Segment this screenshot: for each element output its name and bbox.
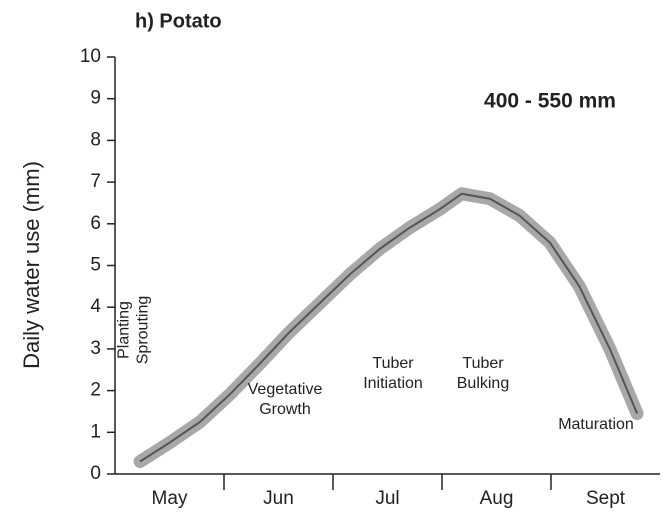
chart-title: h) Potato	[135, 10, 222, 32]
annotation: Sprouting	[135, 296, 152, 365]
annotation: Tuber	[372, 355, 414, 372]
y-tick-label: 1	[90, 421, 101, 442]
y-tick-label: 8	[90, 129, 101, 150]
y-tick-label: 0	[90, 463, 101, 484]
x-tick-label: Jun	[263, 488, 294, 509]
y-axis-label: Daily water use (mm)	[19, 161, 44, 369]
y-tick-label: 7	[90, 171, 101, 192]
annotation: 400 - 550 mm	[484, 90, 616, 113]
x-tick-label: Jul	[375, 488, 399, 509]
annotation: Tuber	[462, 355, 504, 372]
y-tick-label: 10	[80, 46, 101, 67]
annotation: Bulking	[457, 375, 509, 392]
annotation: Planting	[116, 301, 133, 359]
line	[139, 192, 639, 463]
x-tick-label: May	[152, 488, 188, 509]
x-tick-label: Aug	[480, 488, 514, 509]
annotation: Initiation	[363, 375, 423, 392]
y-tick-label: 4	[90, 296, 101, 317]
y-tick-label: 3	[90, 338, 101, 359]
y-tick-label: 9	[90, 88, 101, 109]
x-tick-label: Sept	[586, 488, 626, 509]
annotation: Maturation	[558, 416, 634, 433]
y-tick-label: 6	[90, 213, 101, 234]
y-tick-label: 2	[90, 380, 101, 401]
annotation: Growth	[259, 401, 311, 418]
annotation: Vegetative	[248, 381, 323, 398]
y-tick-label: 5	[90, 255, 101, 276]
